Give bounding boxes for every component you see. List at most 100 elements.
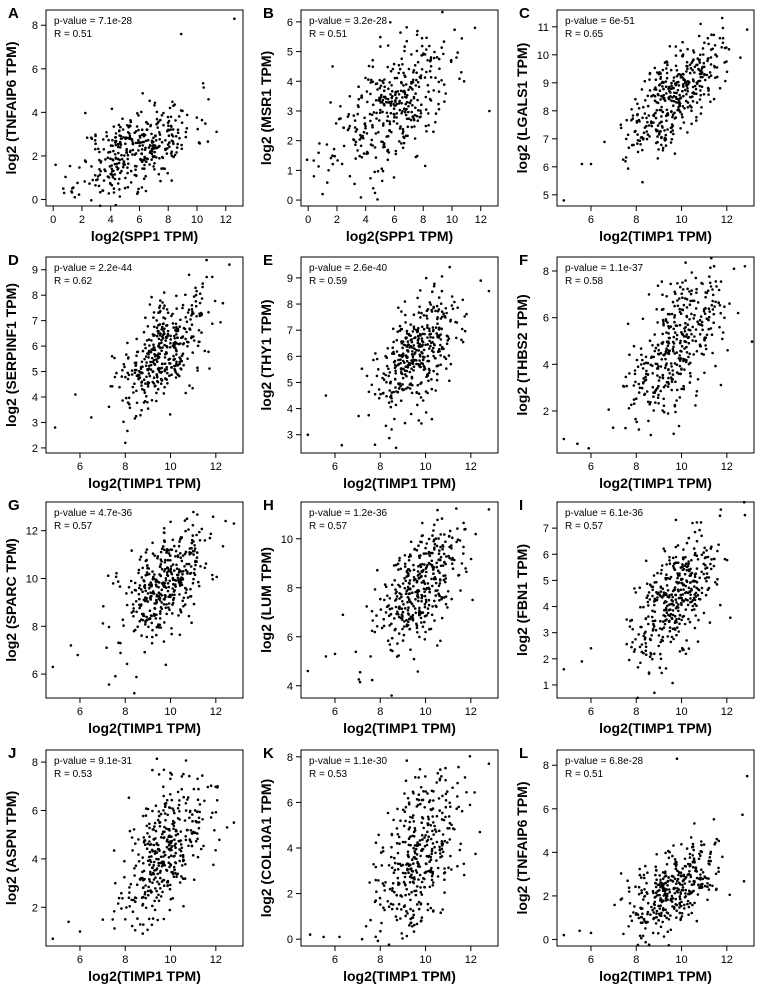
data-point [175,151,178,154]
plot-frame [45,501,244,699]
data-point [165,798,169,802]
data-point [382,95,386,99]
data-point [393,363,397,367]
data-point [659,590,663,593]
data-point [420,345,424,348]
data-point [685,345,688,349]
data-point [680,367,683,371]
data-point [140,618,143,621]
data-point [701,282,704,286]
data-point [715,837,719,841]
x-tick-label: 6 [588,214,594,226]
data-point [640,353,643,357]
data-point [371,80,375,84]
data-point [395,122,399,125]
data-point [721,41,725,45]
data-point [673,314,677,317]
data-point [165,152,169,155]
data-point [417,311,421,314]
x-tick-label: 6 [332,954,338,966]
data-point [403,373,407,376]
data-point [662,323,665,327]
data-point [442,52,445,56]
data-point [434,326,438,329]
data-point [423,614,427,618]
data-point [688,856,692,859]
data-point [186,345,189,348]
data-point [62,187,65,190]
data-point [672,567,676,570]
data-point [646,94,650,98]
data-point [637,885,641,889]
data-point [636,133,639,136]
data-point [167,552,171,555]
data-point [688,290,691,293]
data-point [675,601,678,604]
data-point [110,164,113,167]
data-point [392,818,395,822]
data-point [403,792,406,795]
data-point [397,883,400,886]
data-point [138,144,141,148]
data-point [207,350,210,354]
x-tick-label: 8 [165,214,171,226]
data-point [192,510,195,514]
data-point [387,905,391,908]
data-point [185,562,188,566]
data-point [396,390,400,394]
data-point [134,364,138,367]
data-point [427,603,431,607]
data-point [400,112,403,115]
data-point [404,893,407,897]
data-point [149,360,152,364]
data-point [672,432,675,436]
data-point [687,560,690,563]
data-point [443,561,446,564]
data-point [402,84,405,87]
data-point [713,65,717,69]
data-point [215,130,218,134]
data-point [407,592,411,596]
pvalue-text: p-value = 3.2e-28 [309,16,388,27]
data-point [415,843,419,846]
data-point [372,358,375,362]
data-point [107,138,110,142]
data-point [199,565,202,568]
data-point [160,547,164,550]
data-point [428,554,432,557]
data-point [683,347,686,350]
data-point [458,77,461,80]
data-point [126,357,130,360]
data-point [148,144,152,147]
data-point [664,908,667,911]
data-point [682,548,685,551]
data-point [388,389,392,392]
data-point [680,843,683,846]
data-point [183,565,186,568]
data-point [391,903,395,906]
data-point [406,568,410,571]
data-point [156,818,160,822]
data-point [681,883,684,887]
data-point [674,518,678,522]
data-point [663,129,666,132]
data-point [94,142,97,145]
data-point [717,543,720,546]
data-point [200,297,204,300]
data-point [134,130,138,133]
data-point [150,641,154,645]
data-point [644,642,647,645]
data-point [186,357,189,361]
panel-label: J [8,745,16,762]
data-point [659,98,662,101]
data-point [684,261,687,264]
data-point [179,849,183,853]
data-point [681,115,684,119]
data-point [420,893,424,896]
data-point [474,852,477,856]
data-point [125,124,129,127]
data-point [153,852,157,855]
data-point [416,109,420,112]
data-point [123,154,126,157]
data-point [151,552,155,555]
